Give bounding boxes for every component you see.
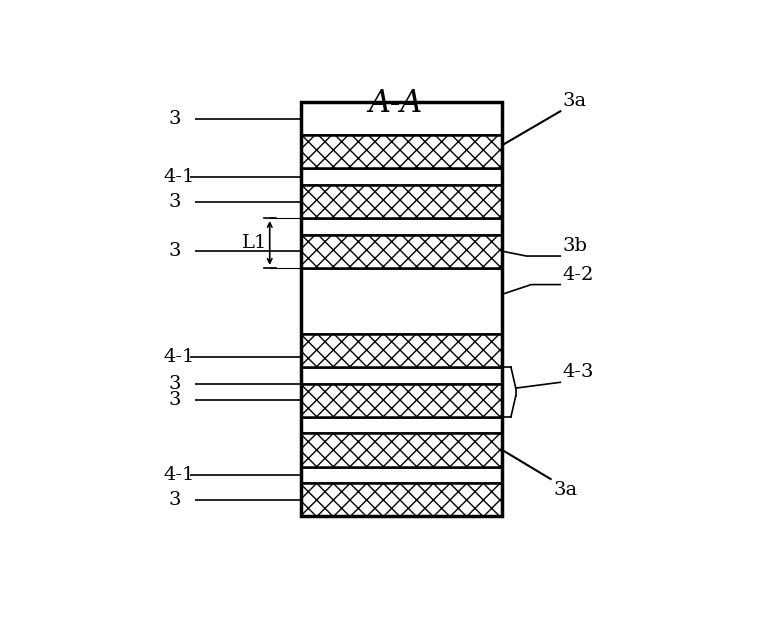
Text: 3: 3 [168, 109, 181, 128]
Text: L1: L1 [242, 234, 267, 252]
Bar [301, 268, 503, 334]
Bar [301, 135, 503, 169]
Bar [301, 185, 503, 218]
Bar [301, 467, 503, 483]
Text: 4-1: 4-1 [163, 168, 195, 186]
Bar [301, 367, 503, 384]
Text: 3: 3 [168, 491, 181, 509]
Bar [301, 102, 503, 516]
Bar [301, 169, 503, 185]
Text: 3: 3 [168, 391, 181, 409]
Bar [301, 235, 503, 268]
Bar [301, 218, 503, 235]
Text: 3b: 3b [563, 237, 587, 255]
Bar [301, 334, 503, 367]
Text: 4-1: 4-1 [163, 466, 195, 484]
Text: 3: 3 [168, 192, 181, 211]
Bar [301, 483, 503, 516]
Bar [301, 334, 503, 367]
Text: 4-3: 4-3 [563, 364, 594, 381]
Text: 4-2: 4-2 [563, 265, 594, 284]
Bar [301, 433, 503, 467]
Bar [301, 102, 503, 135]
Bar [301, 384, 503, 417]
Bar [301, 433, 503, 467]
Text: 3a: 3a [563, 92, 587, 110]
Text: A-A: A-A [368, 87, 423, 119]
Text: 4-1: 4-1 [163, 348, 195, 366]
Bar [301, 185, 503, 218]
Bar [301, 483, 503, 516]
Bar [301, 135, 503, 169]
Text: 3: 3 [168, 242, 181, 260]
Text: 3: 3 [168, 375, 181, 392]
Text: 3a: 3a [553, 481, 577, 499]
Bar [301, 417, 503, 433]
Bar [301, 235, 503, 268]
Bar [301, 384, 503, 417]
